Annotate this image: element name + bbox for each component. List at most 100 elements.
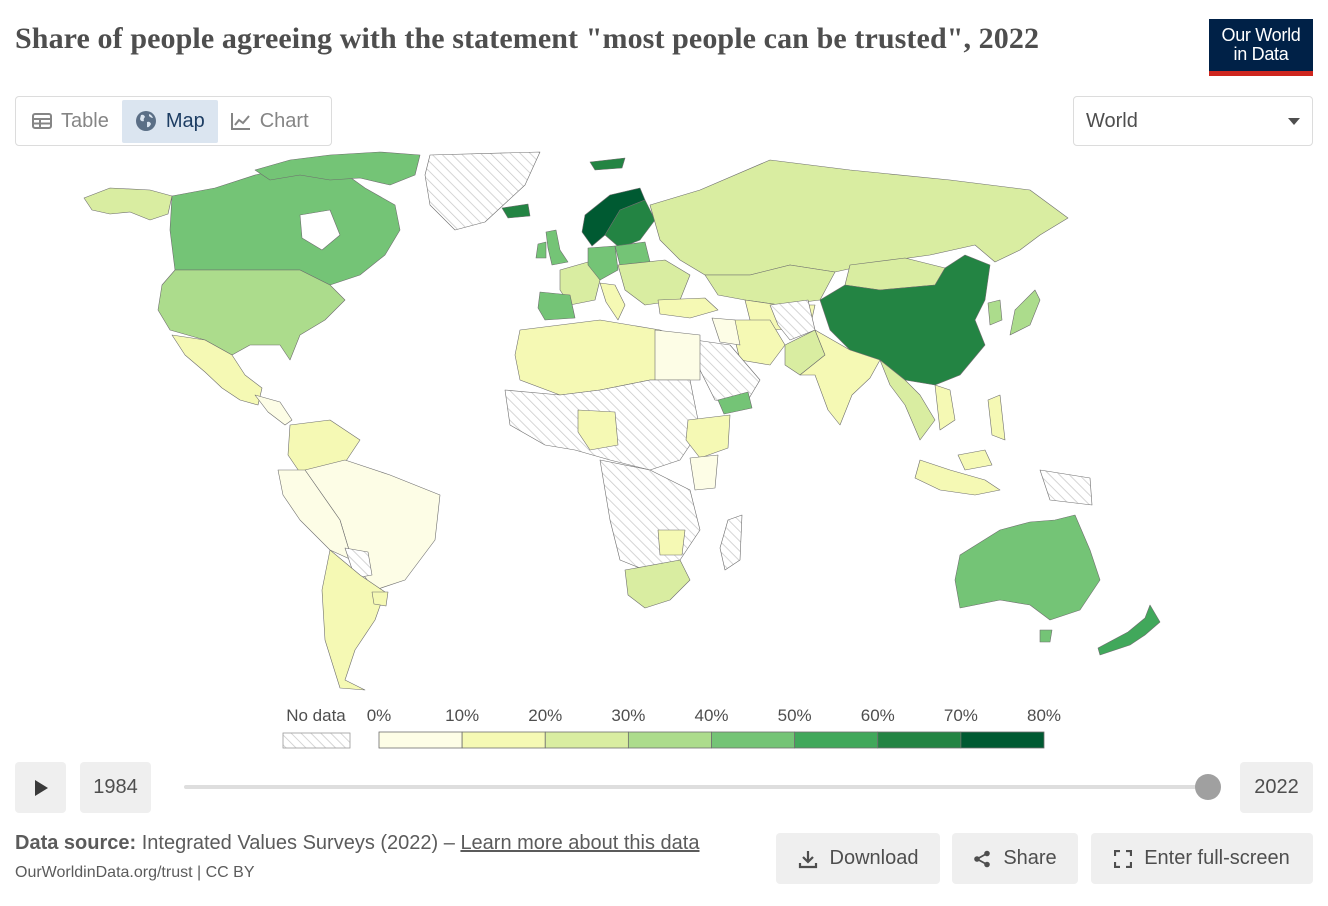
legend-bin-label: 20% xyxy=(528,706,562,725)
region-myanmar-thailand[interactable] xyxy=(879,359,936,441)
region-spain-portugal[interactable] xyxy=(537,291,576,321)
legend-bin-label: 40% xyxy=(694,706,728,725)
region-eastern-europe[interactable] xyxy=(617,259,691,306)
region-new-zealand[interactable] xyxy=(1097,604,1161,656)
region-south-africa[interactable] xyxy=(624,559,691,609)
line-chart-icon xyxy=(230,113,250,130)
share-button[interactable]: Share xyxy=(952,833,1078,884)
timeline-handle[interactable] xyxy=(1195,774,1221,800)
region-germany[interactable] xyxy=(587,245,619,281)
region-argentina-chile[interactable] xyxy=(321,549,386,691)
view-tabs: Table Map Chart xyxy=(15,96,332,146)
fullscreen-button[interactable]: Enter full-screen xyxy=(1091,833,1313,884)
region-zimbabwe[interactable] xyxy=(657,529,686,556)
region-turkey[interactable] xyxy=(657,297,719,319)
legend-swatch[interactable] xyxy=(711,731,796,749)
region-select-value: World xyxy=(1086,109,1138,132)
region-peru-bolivia[interactable] xyxy=(277,469,353,561)
end-year-box[interactable]: 2022 xyxy=(1240,762,1313,813)
world-map xyxy=(83,151,1161,691)
region-tasmania[interactable] xyxy=(1039,629,1053,643)
legend-swatch[interactable] xyxy=(877,731,962,749)
logo-line-2: in Data xyxy=(1233,44,1289,64)
region-yemen[interactable] xyxy=(717,391,753,415)
region-canada-islands[interactable] xyxy=(254,151,421,186)
share-icon xyxy=(974,850,991,867)
table-icon xyxy=(32,113,52,129)
tab-chart-label: Chart xyxy=(259,109,309,132)
region-indonesia[interactable] xyxy=(914,459,1001,496)
owid-logo[interactable]: Our World in Data xyxy=(1209,19,1313,76)
region-egypt[interactable] xyxy=(654,329,701,381)
start-year-box[interactable]: 1984 xyxy=(80,762,151,813)
region-italy[interactable] xyxy=(599,282,626,321)
start-year: 1984 xyxy=(93,776,138,798)
region-papua[interactable] xyxy=(1039,469,1093,506)
download-icon xyxy=(798,850,817,868)
region-greenland[interactable] xyxy=(424,151,541,231)
region-ethiopia[interactable] xyxy=(685,414,731,459)
download-button[interactable]: Download xyxy=(776,833,940,884)
legend-bin-label: 60% xyxy=(861,706,895,725)
region-mexico[interactable] xyxy=(171,334,263,406)
region-poland[interactable] xyxy=(614,241,651,266)
end-year: 2022 xyxy=(1254,776,1299,798)
region-uk[interactable] xyxy=(545,229,569,266)
source-label: Data source: xyxy=(15,832,137,854)
play-button[interactable] xyxy=(15,762,66,813)
legend-bin-label: 70% xyxy=(944,706,978,725)
region-japan[interactable] xyxy=(1009,289,1041,336)
legend-swatch[interactable] xyxy=(627,731,712,749)
legend-swatch[interactable] xyxy=(544,731,629,749)
legend-swatch[interactable] xyxy=(378,731,463,749)
chart-title: Share of people agreeing with the statem… xyxy=(15,22,1040,55)
fullscreen-label: Enter full-screen xyxy=(1144,847,1290,869)
tab-map[interactable]: Map xyxy=(121,99,218,143)
fullscreen-icon xyxy=(1114,849,1133,868)
region-ireland[interactable] xyxy=(535,241,547,259)
legend-bin-label: 80% xyxy=(1027,706,1061,725)
legend-swatch[interactable] xyxy=(461,731,546,749)
region-hudson-bay xyxy=(299,209,341,251)
region-iran[interactable] xyxy=(729,319,786,366)
region-central-america[interactable] xyxy=(254,394,293,426)
source-text: Integrated Values Surveys (2022) – xyxy=(141,832,455,854)
region-usa[interactable] xyxy=(157,269,346,361)
region-iceland[interactable] xyxy=(501,203,531,219)
map-legend: No data 0% 10% 20% 30% 40% 50% 60% 70% 80% xyxy=(282,706,1061,749)
download-label: Download xyxy=(829,847,919,869)
tab-table[interactable]: Table xyxy=(19,100,122,143)
region-central-africa[interactable] xyxy=(599,459,701,571)
region-alaska[interactable] xyxy=(83,187,173,221)
region-iraq[interactable] xyxy=(711,317,741,346)
region-uruguay[interactable] xyxy=(371,591,389,607)
region-russia[interactable] xyxy=(649,159,1069,276)
legend-bin-label: 10% xyxy=(445,706,479,725)
region-madagascar[interactable] xyxy=(719,514,743,571)
legend-swatch[interactable] xyxy=(960,731,1045,749)
region-vietnam[interactable] xyxy=(934,384,956,431)
timeline-track[interactable] xyxy=(184,785,1208,789)
logo-line-1: Our World xyxy=(1221,25,1301,45)
region-canada[interactable] xyxy=(169,164,401,286)
tab-chart[interactable]: Chart xyxy=(218,100,322,143)
region-kenya[interactable] xyxy=(689,454,719,491)
data-source: Data source: Integrated Values Surveys (… xyxy=(15,832,699,855)
region-nigeria[interactable] xyxy=(577,409,619,451)
region-malaysia[interactable] xyxy=(957,449,993,471)
legend-bin-label: 30% xyxy=(611,706,645,725)
region-select[interactable]: World xyxy=(1073,96,1313,146)
region-india[interactable] xyxy=(799,329,881,426)
region-korea[interactable] xyxy=(987,299,1003,326)
region-philippines[interactable] xyxy=(987,394,1006,441)
legend-no-data-swatch xyxy=(282,732,351,749)
region-australia[interactable] xyxy=(954,514,1101,621)
play-icon xyxy=(34,779,48,796)
legend-swatch[interactable] xyxy=(794,731,879,749)
region-afghanistan[interactable] xyxy=(769,299,816,341)
region-svalbard[interactable] xyxy=(589,157,626,171)
legend-no-data-label: No data xyxy=(286,706,346,725)
learn-more-link[interactable]: Learn more about this data xyxy=(460,832,700,854)
legend-bin-label: 50% xyxy=(778,706,812,725)
chevron-down-icon xyxy=(1288,117,1300,125)
